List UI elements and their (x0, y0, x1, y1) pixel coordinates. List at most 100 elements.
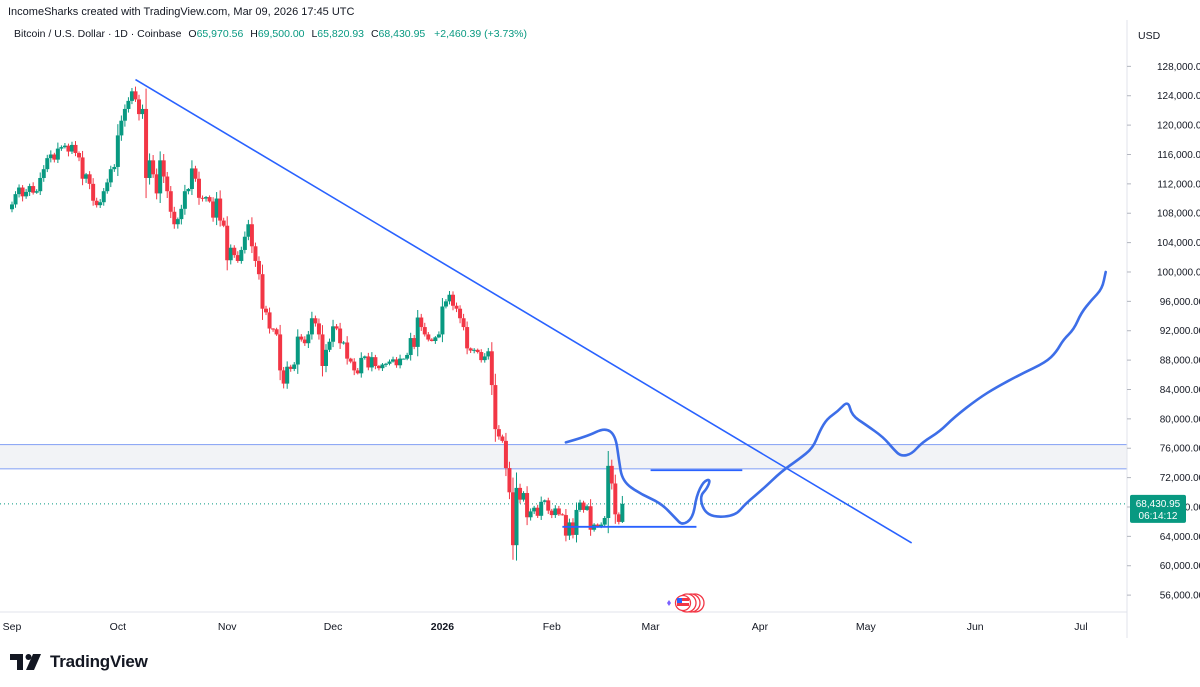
candle-body (101, 191, 106, 203)
price-tick-label: 92,000.00 (1160, 326, 1200, 337)
price-tick-label: 56,000.00 (1160, 591, 1200, 602)
candle-body (182, 191, 187, 209)
candle-body (302, 339, 307, 344)
candle-body (465, 327, 470, 349)
candle-body (327, 341, 332, 350)
time-tick-label: Nov (218, 621, 237, 633)
candle-body (281, 370, 286, 384)
candle-body (249, 224, 254, 247)
candle-body (345, 342, 350, 359)
candle-body (45, 158, 50, 170)
candle-body (292, 364, 297, 369)
candle-body (542, 500, 547, 502)
candle-body (461, 318, 466, 328)
candle-body (338, 328, 343, 344)
price-tick-label: 88,000.00 (1160, 356, 1200, 367)
candle-body (256, 260, 261, 275)
time-tick-label: May (856, 621, 877, 633)
candle-body (352, 361, 357, 371)
candle-body (271, 328, 276, 330)
candle-body (500, 436, 505, 441)
candle-body (267, 312, 272, 329)
candle-body (493, 385, 498, 430)
price-tick-label: 104,000.00 (1157, 238, 1200, 249)
price-tick-label: 72,000.00 (1160, 473, 1200, 484)
candle-body (228, 247, 233, 261)
candle-body (147, 160, 152, 178)
time-tick-label: Sep (3, 621, 22, 633)
drawings (135, 78, 1107, 544)
candle-body (62, 145, 67, 148)
candle-body (144, 108, 149, 178)
price-tick-label: 120,000.00 (1157, 121, 1200, 132)
candle-body (172, 211, 177, 225)
candle-body (239, 249, 244, 261)
candle-body (482, 356, 487, 361)
low-label: L (311, 28, 318, 40)
candle-body (55, 148, 60, 160)
candle-body (599, 524, 604, 527)
candle-body (204, 197, 209, 199)
current-price-tag-bg (1130, 494, 1186, 523)
candle-body (225, 225, 230, 261)
candle-body (362, 356, 367, 358)
candle-body (585, 506, 590, 510)
candle-body (91, 183, 96, 201)
candle-body (472, 349, 477, 351)
candle-body (264, 308, 269, 313)
low-value: 65,820.93 (317, 28, 365, 40)
candle-body (253, 246, 258, 261)
candle-body (588, 506, 593, 530)
candle-body (196, 178, 201, 198)
candle-body (48, 154, 53, 159)
candle-body (17, 187, 22, 195)
price-tick-label: 80,000.00 (1160, 414, 1200, 425)
candle-body (221, 220, 226, 226)
candle-body (560, 514, 565, 516)
time-tick-label: Apr (752, 621, 769, 633)
candle-body (13, 194, 18, 205)
candle-body (133, 91, 138, 100)
candle-body (320, 334, 325, 366)
candle-body (105, 182, 110, 192)
candle-body (443, 301, 448, 307)
tradingview-logo-icon (10, 654, 41, 670)
candle-body (570, 522, 575, 535)
candle-body (391, 359, 396, 362)
candle-body (175, 219, 180, 225)
candle-body (31, 186, 36, 193)
high-label: H (250, 28, 258, 40)
open-label: O (188, 28, 197, 40)
candle-body (556, 508, 561, 515)
candle-body (348, 358, 353, 362)
event-icon[interactable] (667, 593, 705, 613)
candle-body (581, 502, 586, 510)
candle-body (620, 503, 625, 522)
candle-body (218, 198, 223, 221)
candle-body (606, 465, 611, 518)
candle-body (613, 483, 618, 515)
candle-body (475, 349, 480, 353)
candle-body (98, 202, 103, 206)
candle-body (232, 247, 237, 256)
candle-body (401, 358, 406, 360)
candle-body (158, 160, 163, 194)
candle-body (578, 502, 583, 510)
resistance-zone (0, 443, 1127, 505)
candle-body (486, 351, 491, 357)
candle-body (235, 255, 240, 261)
candle-body (52, 154, 57, 160)
currency-label[interactable]: USD (1138, 30, 1161, 42)
candle-body (440, 306, 445, 335)
candle-body (306, 334, 311, 344)
price-tick-label: 108,000.00 (1157, 209, 1200, 220)
candle-body (41, 169, 46, 178)
close-value: 68,430.95 (378, 28, 426, 40)
tradingview-logo[interactable]: TradingView (10, 652, 148, 672)
time-tick-label: Oct (110, 621, 126, 633)
close-label: C (370, 28, 379, 40)
candle-body (309, 318, 314, 335)
candle-body (331, 326, 336, 342)
